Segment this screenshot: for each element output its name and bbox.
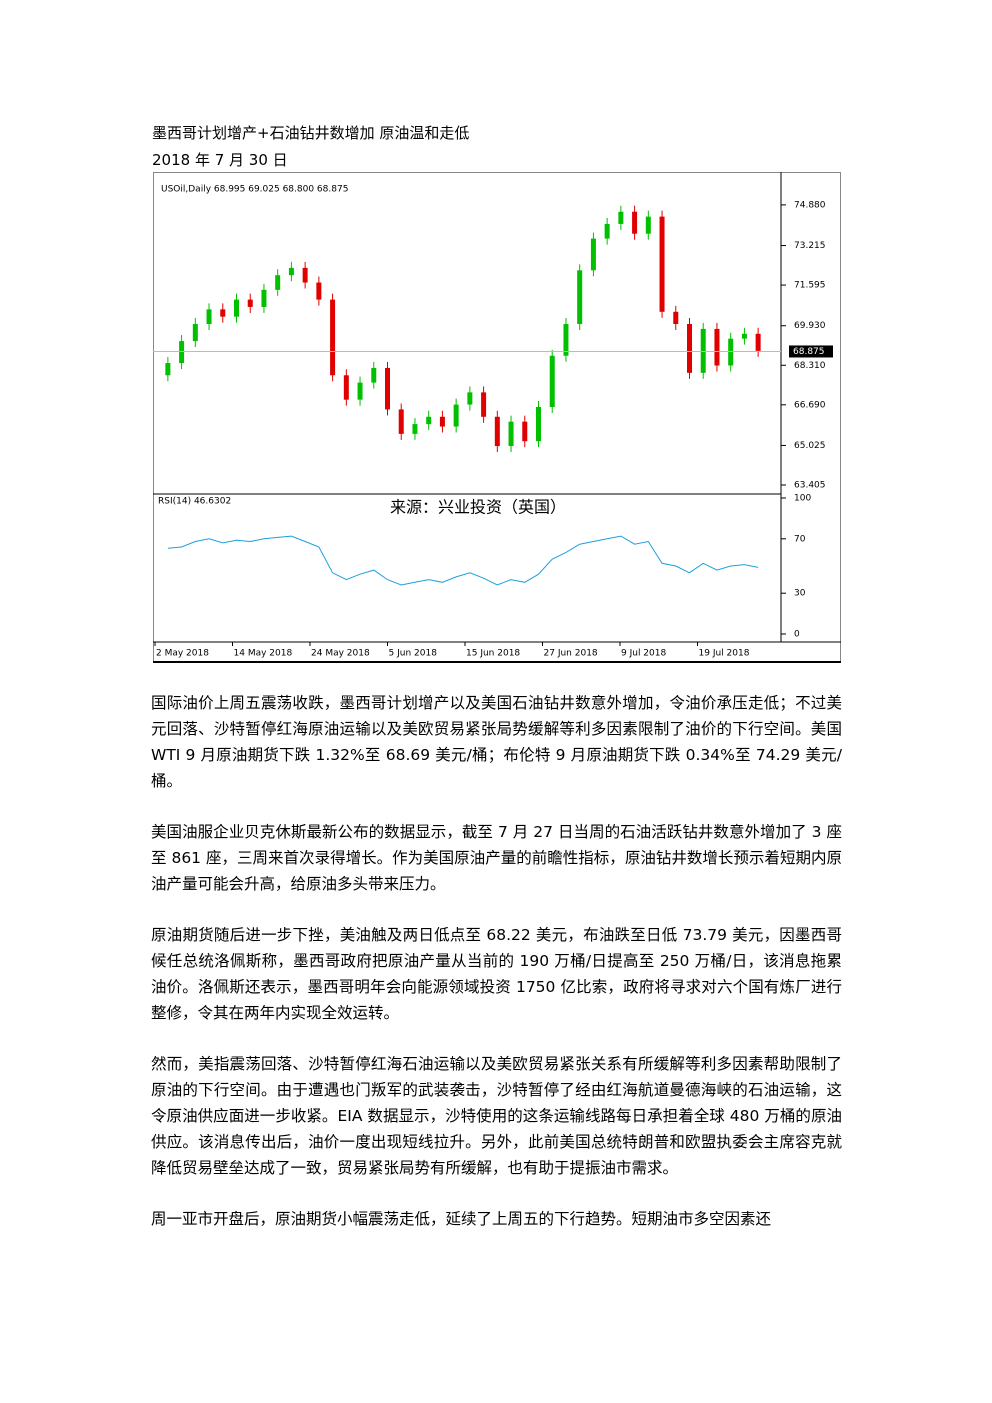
candle: [275, 275, 281, 290]
candle: [206, 309, 212, 325]
y-tick-label: 66.690: [794, 400, 826, 410]
x-tick-label: 14 May 2018: [234, 649, 293, 659]
candle: [522, 421, 528, 442]
y-tick-label: 69.930: [794, 321, 826, 331]
candle: [385, 367, 390, 410]
candle: [412, 424, 418, 434]
paragraph: 然而，美指震荡回落、沙特暂停红海石油运输以及美欧贸易紧张关系有所缓解等利多因素帮…: [151, 1055, 842, 1177]
x-tick-label: 27 Jun 2018: [544, 649, 598, 659]
candle: [741, 333, 747, 339]
body-text: 国际油价上周五震荡收跌，墨西哥计划增产以及美国石油钻井数意外增加，令油价承压走低…: [151, 690, 842, 1257]
x-tick-label: 2 May 2018: [156, 649, 209, 659]
y-tick-label: 73.215: [794, 241, 826, 251]
y-tick-label: 65.025: [794, 441, 826, 451]
candle: [426, 416, 432, 425]
candle: [549, 355, 555, 408]
y-tick-label: 63.405: [794, 480, 826, 490]
candle: [234, 299, 239, 317]
y-tick-label: 68.310: [794, 361, 826, 371]
candle: [618, 211, 624, 224]
rsi-tick-label: 30: [794, 589, 806, 599]
candle: [467, 392, 473, 405]
candle: [563, 324, 569, 356]
current-price-label: 68.875: [793, 347, 825, 357]
doc-date: 2018 年 7 月 30 日: [152, 151, 288, 169]
candle: [590, 238, 596, 271]
candle: [261, 289, 267, 307]
candle: [439, 416, 445, 427]
paragraph: 国际油价上周五震荡收跌，墨西哥计划增产以及美国石油钻井数意外增加，令油价承压走低…: [151, 694, 842, 790]
x-tick-label: 24 May 2018: [311, 649, 370, 659]
paragraph: 原油期货随后进一步下挫，美油触及两日低点至 68.22 美元，布油跌至日低 73…: [151, 926, 842, 1022]
candle: [536, 407, 541, 442]
rsi-line: [167, 535, 759, 586]
candle: [632, 211, 638, 234]
candle: [659, 216, 665, 312]
candle: [179, 341, 185, 364]
rsi-tick-label: 0: [794, 630, 800, 640]
chart: USOil,Daily 68.995 69.025 68.800 68.875 …: [153, 172, 841, 663]
y-tick-label: 74.880: [794, 200, 826, 210]
current-price-box: [789, 345, 833, 358]
candle: [604, 223, 610, 239]
candle: [357, 382, 363, 400]
candle: [755, 333, 761, 351]
watermark: 来源：兴业投资（英国）: [390, 498, 566, 517]
x-tick-label: 9 Jul 2018: [621, 649, 666, 659]
candle: [508, 421, 514, 447]
paragraph: 周一亚市开盘后，原油期货小幅震荡走低，延续了上周五的下行趋势。短期油市多空因素还: [151, 1210, 772, 1228]
candle: [481, 392, 487, 417]
rsi-tick-label: 70: [794, 534, 806, 544]
rsi-label: RSI(14) 46.6302: [158, 497, 231, 507]
doc-title: 墨西哥计划增产+石油钻井数增加 原油温和走低: [152, 124, 470, 142]
y-tick-label: 71.595: [794, 281, 826, 291]
candle: [398, 409, 404, 434]
candle: [577, 270, 583, 325]
candle: [192, 324, 198, 342]
candle: [288, 267, 294, 276]
x-tick-label: 15 Jun 2018: [466, 649, 520, 659]
candle: [371, 367, 377, 383]
candle: [700, 328, 706, 373]
candle: [316, 282, 322, 300]
candle: [645, 216, 651, 234]
rsi-tick-label: 100: [794, 494, 811, 504]
candle: [453, 404, 459, 427]
candle: [728, 338, 734, 366]
candle: [687, 324, 692, 373]
candle: [220, 309, 226, 317]
candle: [165, 363, 171, 376]
candle: [343, 375, 349, 400]
candle: [673, 311, 679, 325]
candle: [302, 267, 308, 283]
x-tick-label: 5 Jun 2018: [389, 649, 438, 659]
candle: [494, 416, 500, 447]
paragraph: 美国油服企业贝克休斯最新公布的数据显示，截至 7 月 27 日当周的石油活跃钻井…: [151, 823, 842, 893]
x-tick-label: 19 Jul 2018: [699, 649, 750, 659]
candle: [247, 299, 253, 307]
candle: [330, 299, 336, 376]
candle: [714, 328, 720, 366]
chart-header: USOil,Daily 68.995 69.025 68.800 68.875: [161, 185, 348, 195]
